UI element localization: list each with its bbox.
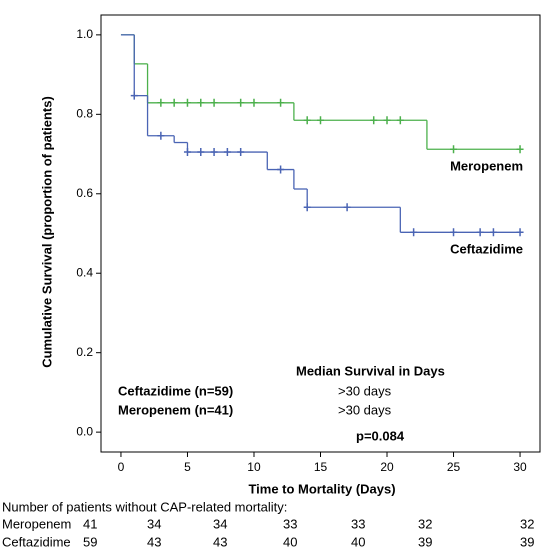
risk-count: 32 <box>520 516 534 531</box>
x-tick-label: 15 <box>314 460 328 474</box>
y-tick-label: 0.6 <box>76 186 93 200</box>
censor-mark <box>197 98 205 107</box>
series-label: Meropenem <box>450 159 523 174</box>
x-tick-label: 30 <box>513 460 527 474</box>
risk-count: 59 <box>83 534 97 549</box>
risk-count: 39 <box>520 534 534 549</box>
risk-count: 41 <box>83 516 97 531</box>
censor-mark <box>157 98 165 107</box>
censor-mark <box>516 228 524 237</box>
risk-count: 40 <box>351 534 365 549</box>
x-tick-label: 25 <box>447 460 461 474</box>
annotation-name: Ceftazidime (n=59) <box>118 383 233 398</box>
censor-mark <box>410 228 418 237</box>
censor-mark <box>277 165 285 174</box>
x-tick-label: 10 <box>247 460 261 474</box>
y-tick-label: 0.0 <box>76 424 93 438</box>
censor-mark <box>450 228 458 237</box>
censor-mark <box>303 116 311 125</box>
censor-mark <box>277 98 285 107</box>
censor-mark <box>343 203 351 212</box>
censor-mark <box>476 228 484 237</box>
risk-count: 43 <box>213 534 227 549</box>
x-tick-label: 5 <box>184 460 191 474</box>
risk-count: 34 <box>147 516 161 531</box>
x-tick-label: 0 <box>118 460 125 474</box>
censor-mark <box>516 145 524 154</box>
censor-mark <box>210 148 218 157</box>
censor-mark <box>183 148 191 157</box>
risk-row-name: Ceftazidime <box>2 534 71 549</box>
censor-mark <box>450 145 458 154</box>
risk-row-name: Meropenem <box>2 516 71 531</box>
y-tick-label: 1.0 <box>76 27 93 41</box>
censor-mark <box>383 116 391 125</box>
y-tick-label: 0.4 <box>76 265 93 279</box>
risk-count: 34 <box>213 516 227 531</box>
censor-mark <box>130 91 138 100</box>
censor-mark <box>157 131 165 140</box>
risk-count: 33 <box>283 516 297 531</box>
risk-table-title: Number of patients without CAP-related m… <box>2 499 287 514</box>
censor-mark <box>197 148 205 157</box>
risk-count: 32 <box>418 516 432 531</box>
y-tick-label: 0.8 <box>76 106 93 120</box>
censor-mark <box>223 148 231 157</box>
censor-mark <box>250 98 258 107</box>
p-value: p=0.084 <box>356 428 405 443</box>
censor-mark <box>396 116 404 125</box>
risk-count: 33 <box>351 516 365 531</box>
risk-count: 39 <box>418 534 432 549</box>
x-axis-title: Time to Mortality (Days) <box>248 481 395 496</box>
median-title: Median Survival in Days <box>296 363 445 378</box>
annotation-median: >30 days <box>338 383 392 398</box>
risk-count: 40 <box>283 534 297 549</box>
x-tick-label: 20 <box>380 460 394 474</box>
risk-count: 43 <box>147 534 161 549</box>
y-tick-label: 0.2 <box>76 345 93 359</box>
censor-mark <box>489 228 497 237</box>
censor-mark <box>237 148 245 157</box>
censor-mark <box>317 116 324 125</box>
censor-mark <box>170 98 178 107</box>
censor-mark <box>303 203 311 212</box>
annotation-name: Meropenem (n=41) <box>118 402 233 417</box>
censor-mark <box>183 98 191 107</box>
annotation-median: >30 days <box>338 402 392 417</box>
series-label: Ceftazidime <box>450 242 523 257</box>
censor-mark <box>370 116 378 125</box>
censor-mark <box>237 98 245 107</box>
censor-mark <box>210 98 218 107</box>
y-axis-title: Cumulative Survival (proportion of patie… <box>39 96 54 368</box>
